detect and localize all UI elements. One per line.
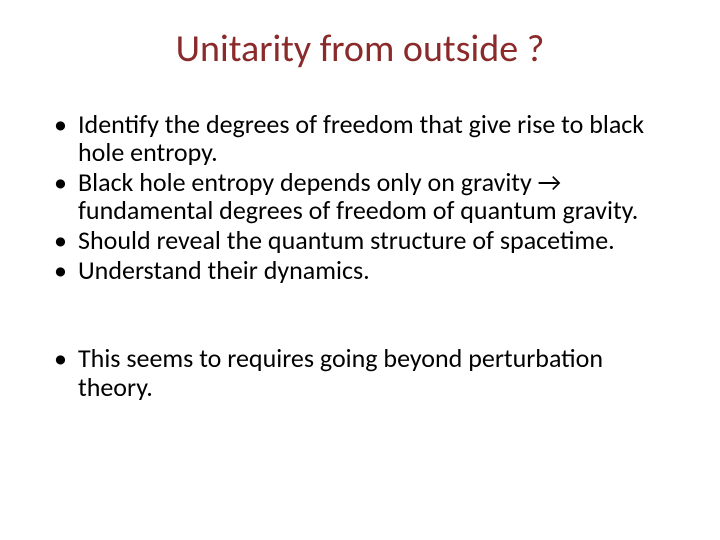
list-item: This seems to requires going beyond pert… [48, 344, 672, 400]
bullet-list-top: Identify the degrees of freedom that giv… [48, 110, 672, 284]
slide: Unitarity from outside ? Identify the de… [0, 0, 720, 540]
slide-body: Identify the degrees of freedom that giv… [0, 82, 720, 401]
list-item: Identify the degrees of freedom that giv… [48, 110, 672, 166]
bullet-list-bottom: This seems to requires going beyond pert… [48, 344, 672, 400]
spacer [48, 286, 672, 344]
list-item: Understand their dynamics. [48, 256, 672, 284]
list-item: Should reveal the quantum structure of s… [48, 226, 672, 254]
list-item: Black hole entropy depends only on gravi… [48, 168, 672, 224]
slide-title: Unitarity from outside ? [0, 0, 720, 82]
